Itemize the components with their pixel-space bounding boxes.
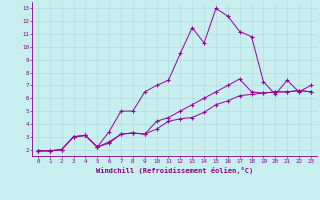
X-axis label: Windchill (Refroidissement éolien,°C): Windchill (Refroidissement éolien,°C) xyxy=(96,167,253,174)
